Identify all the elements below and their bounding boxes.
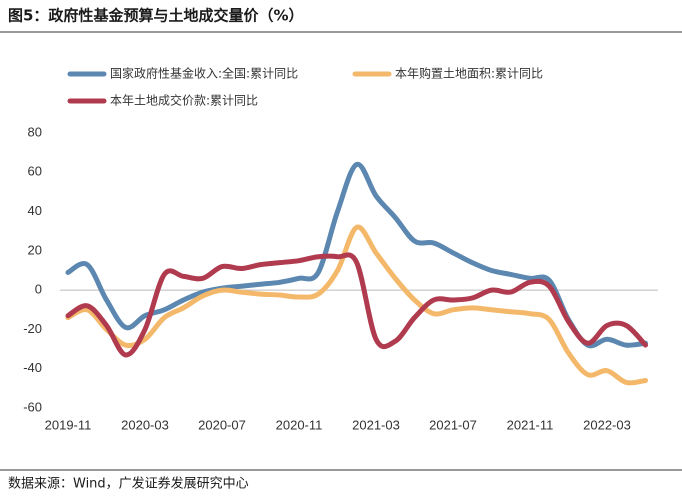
series-line bbox=[65, 224, 648, 386]
y-tick-label: -40 bbox=[23, 360, 42, 375]
series-line bbox=[65, 252, 648, 358]
x-tick-label: 2020-07 bbox=[198, 417, 246, 432]
y-tick-label: 80 bbox=[28, 124, 42, 139]
y-tick-label: -60 bbox=[23, 399, 42, 414]
x-tick-label: 2020-03 bbox=[121, 417, 169, 432]
y-tick-label: 0 bbox=[35, 282, 42, 297]
y-tick-label: 60 bbox=[28, 164, 42, 179]
legend-label: 本年土地成交价款:累计同比 bbox=[110, 93, 258, 108]
x-tick-label: 2020-11 bbox=[276, 417, 323, 432]
legend-label: 国家政府性基金收入:全国:累计同比 bbox=[110, 66, 298, 81]
y-tick-label: -20 bbox=[23, 321, 42, 336]
x-tick-label: 2021-11 bbox=[507, 417, 554, 432]
series-line bbox=[65, 161, 648, 349]
x-tick-label: 2021-07 bbox=[429, 417, 477, 432]
chart-title: 图5：政府性基金预算与土地成交量价（%） bbox=[8, 7, 303, 25]
x-tick-label: 2022-03 bbox=[583, 417, 631, 432]
source: 数据来源：Wind，广发证券发展研究中心 bbox=[8, 476, 249, 492]
y-tick-label: 20 bbox=[28, 242, 42, 257]
x-tick-label: 2021-03 bbox=[352, 417, 400, 432]
x-tick-label: 2019-11 bbox=[45, 417, 92, 432]
y-tick-label: 40 bbox=[28, 203, 42, 218]
legend-label: 本年购置土地面积:累计同比 bbox=[395, 66, 543, 81]
